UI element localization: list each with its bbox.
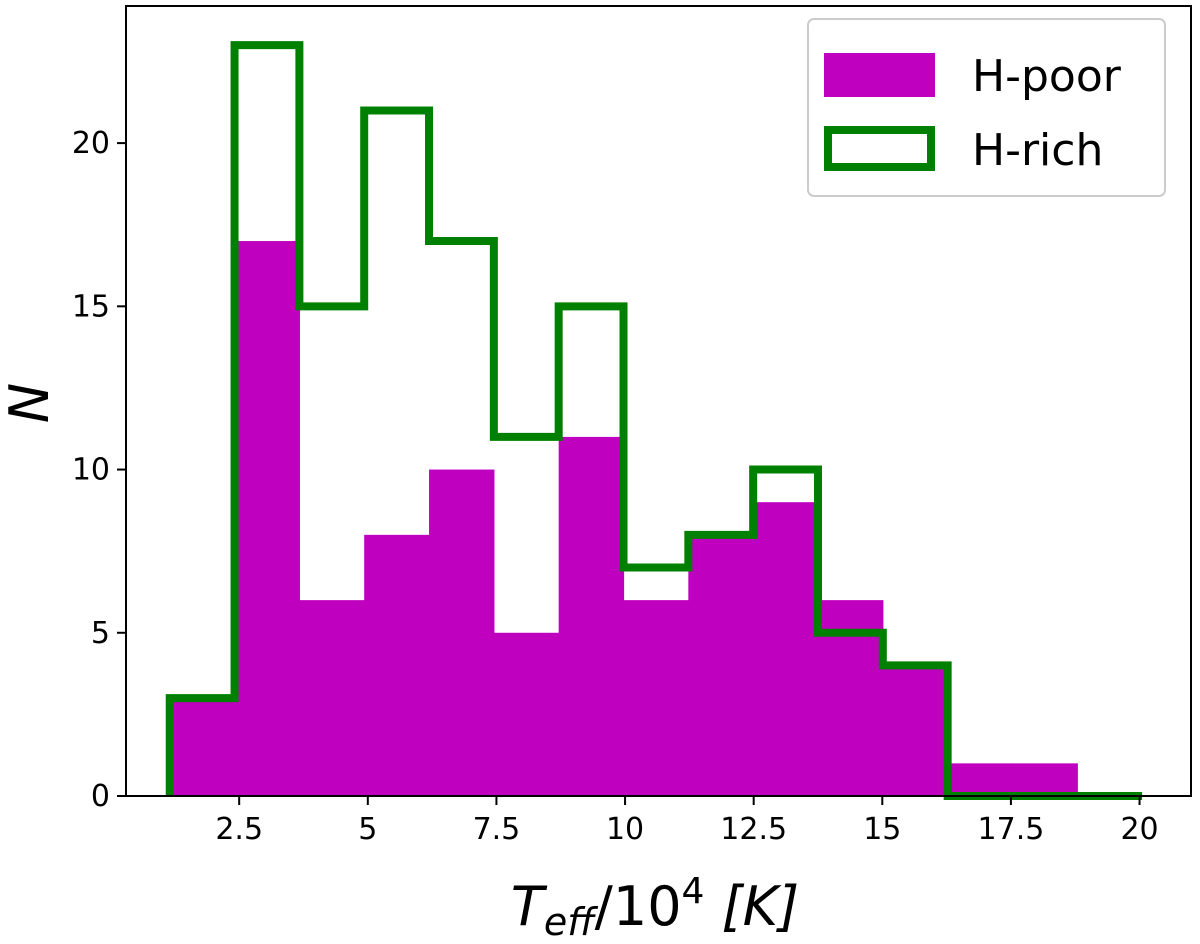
y-tick-label-1: 5 <box>91 616 110 651</box>
legend-swatch-h-poor <box>824 53 935 97</box>
x-axis-label-unit: [K] <box>704 875 799 938</box>
bar-h-poor-6 <box>558 436 625 796</box>
legend: H-poor H-rich <box>807 18 1166 197</box>
x-axis-label-superscript: 4 <box>682 871 705 912</box>
x-axis-label-main: T <box>511 875 548 938</box>
bar-h-poor-4 <box>429 469 495 796</box>
x-tick-label-0: 2.5 <box>215 812 263 847</box>
plot-area <box>165 41 1143 800</box>
x-tick-label-7: 20 <box>1120 812 1158 847</box>
bar-h-poor-9 <box>753 502 819 796</box>
axes-frame <box>125 5 1192 797</box>
legend-swatch-h-rich <box>824 126 935 171</box>
legend-label-h-rich: H-rich <box>972 125 1103 176</box>
x-tick-label-2: 7.5 <box>473 812 521 847</box>
bar-h-poor-2 <box>299 600 365 796</box>
x-tick-label-4: 12.5 <box>720 812 787 847</box>
y-tick-label-2: 10 <box>72 453 110 488</box>
y-tick-label-4: 20 <box>72 126 110 161</box>
y-axis: 0 5 10 15 20 <box>72 126 126 814</box>
x-axis-label: Teff/104 [K] <box>511 871 799 944</box>
x-axis-label-middle: /10 <box>595 875 682 938</box>
bar-h-poor-13 <box>1012 763 1078 796</box>
y-axis-label: N <box>0 383 61 423</box>
bar-h-poor-1 <box>234 241 300 796</box>
x-tick-label-6: 17.5 <box>978 812 1045 847</box>
step-line-h-rich <box>165 41 1143 800</box>
y-tick-label-0: 0 <box>91 779 110 814</box>
bar-h-poor-11 <box>882 665 949 796</box>
bar-h-poor-7 <box>623 600 689 796</box>
x-tick-label-5: 15 <box>863 812 901 847</box>
bar-h-poor-3 <box>364 534 430 796</box>
legend-label-h-poor: H-poor <box>972 51 1122 102</box>
x-tick-label-1: 5 <box>358 812 377 847</box>
x-tick-label-3: 10 <box>606 812 644 847</box>
x-axis-label-subscript: eff <box>544 900 598 944</box>
y-tick-label-3: 15 <box>72 289 110 324</box>
x-axis: 2.5 5 7.5 10 12.5 15 17.5 20 <box>215 796 1159 847</box>
bar-h-poor-8 <box>688 534 754 796</box>
bar-h-poor-12 <box>947 763 1014 796</box>
bar-h-poor-0 <box>169 698 236 796</box>
bar-h-poor-5 <box>493 632 560 796</box>
